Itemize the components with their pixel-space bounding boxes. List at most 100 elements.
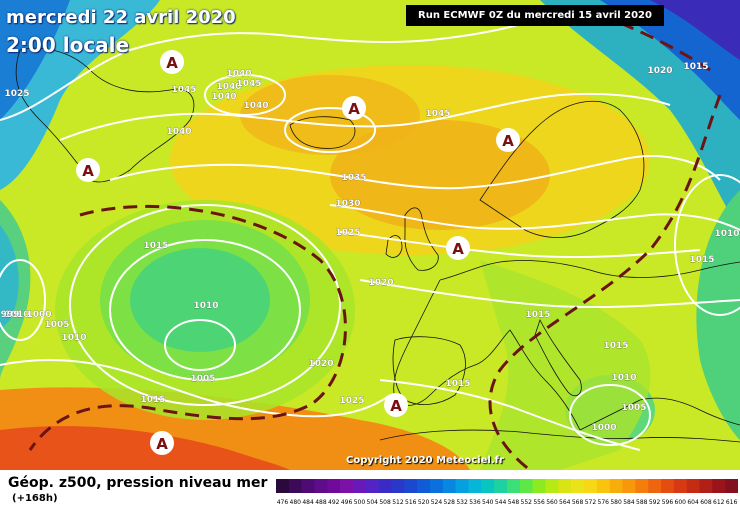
- northwest-cold-core: [0, 0, 70, 120]
- isobar-label: 1015: [683, 62, 708, 72]
- scale-tick-label: 580: [610, 499, 622, 506]
- scale-tick-label: 476: [277, 499, 289, 506]
- scale-tick-label: 536: [469, 499, 481, 506]
- iberia-coast: [392, 336, 466, 405]
- scale-tick-label: 576: [598, 499, 610, 506]
- scale-tick-label: 568: [572, 499, 584, 506]
- trough-lines: [28, 13, 722, 470]
- copyright-notice: Copyright 2020 Meteociel.fr: [346, 455, 504, 466]
- high-marker: [446, 236, 470, 260]
- scale-tick-label: 484: [302, 499, 314, 506]
- scale-tick-label: 480: [290, 499, 302, 506]
- isobar-label: 1010: [714, 229, 739, 239]
- trough-line: [599, 13, 711, 72]
- isobar-label: 1000: [26, 310, 51, 320]
- isobar: [329, 204, 740, 231]
- isobar-label: 1040: [226, 69, 251, 79]
- scale-swatch: [725, 479, 738, 493]
- scale-swatch: [686, 479, 700, 493]
- isobar-low: [69, 204, 341, 406]
- scale-swatch: [494, 479, 508, 493]
- africa-coast: [379, 429, 740, 443]
- isobar-label: 1005: [190, 374, 215, 384]
- trough-line: [28, 204, 347, 451]
- isobar-label: 1040: [216, 82, 241, 92]
- scale-tick-label: 508: [379, 499, 391, 506]
- isobar-label: 1015: [143, 241, 168, 251]
- scale-swatch: [340, 479, 354, 493]
- scale-tick-label: 564: [559, 499, 571, 506]
- scale-tick-label: 600: [675, 499, 687, 506]
- scale-tick-label: 504: [367, 499, 379, 506]
- scale-tick-label: 560: [546, 499, 558, 506]
- scale-tick-label: 604: [687, 499, 699, 506]
- isobar-label: 1015: [140, 395, 165, 405]
- isobar-label: 1005: [44, 320, 69, 330]
- scale-swatch: [635, 479, 649, 493]
- ridge-core-area: [330, 120, 550, 230]
- scale-swatch: [417, 479, 431, 493]
- isobar-label: 1000: [591, 423, 616, 433]
- scale-tick-label: 552: [521, 499, 533, 506]
- coastlines: [15, 47, 740, 443]
- isobars: [0, 9, 740, 451]
- iceland-coast: [289, 116, 356, 149]
- scale-swatch: [314, 479, 328, 493]
- isobar-label: 1025: [335, 228, 360, 238]
- isobar-label: 1030: [335, 199, 360, 209]
- scale-swatch: [455, 479, 469, 493]
- scale-tick-label: 572: [585, 499, 597, 506]
- trough-line: [488, 94, 722, 470]
- cutoff-low-core: [130, 248, 270, 352]
- isobar-high: [284, 107, 376, 153]
- high-label: A: [166, 54, 178, 72]
- scale-swatch: [365, 479, 379, 493]
- scale-tick-label: 520: [418, 499, 430, 506]
- scale-swatch: [288, 479, 302, 493]
- isobar: [59, 92, 671, 141]
- ridge-north-area: [240, 75, 420, 155]
- isobar-label: 1010: [193, 301, 218, 311]
- scale-tick-label: 540: [482, 499, 494, 506]
- scale-tick-label: 488: [315, 499, 327, 506]
- isobar-label: 1020: [368, 278, 393, 288]
- ireland-coast: [385, 235, 403, 258]
- scale-swatch: [327, 479, 341, 493]
- isobar: [109, 155, 721, 190]
- isobar-label: 1045: [236, 79, 261, 89]
- model-run-banner: Run ECMWF 0Z du mercredi 15 avril 2020: [406, 5, 664, 26]
- scale-swatch: [712, 479, 726, 493]
- scale-swatch: [661, 479, 675, 493]
- isobar-low: [0, 259, 46, 341]
- scale-swatch: [378, 479, 392, 493]
- scale-swatch: [584, 479, 598, 493]
- isobar-low: [674, 174, 740, 316]
- scale-swatch: [442, 479, 456, 493]
- scale-swatch: [571, 479, 585, 493]
- isobar: [0, 9, 561, 121]
- high-marker: [384, 393, 408, 417]
- west-trough-core: [0, 225, 19, 330]
- scale-tick-label: 616: [726, 499, 738, 506]
- isobar-label: 1010: [611, 373, 636, 383]
- isobar: [379, 379, 641, 451]
- scale-swatch: [391, 479, 405, 493]
- isobar: [0, 359, 391, 418]
- isobar-label: 1025: [4, 89, 29, 99]
- isobar-label: 1040: [211, 92, 236, 102]
- scale-tick-label: 532: [456, 499, 468, 506]
- high-label: A: [156, 435, 168, 453]
- high-markers: A A A A A A A: [76, 50, 520, 455]
- scale-tick-label: 584: [623, 499, 635, 506]
- high-marker: [76, 158, 100, 182]
- scale-tick-label: 528: [444, 499, 456, 506]
- high-marker: [150, 431, 174, 455]
- isobar-label: 1045: [425, 109, 450, 119]
- isobar-label: 999: [1, 310, 20, 320]
- high-label: A: [348, 100, 360, 118]
- high-label: A: [82, 162, 94, 180]
- scale-tick-label: 556: [533, 499, 545, 506]
- isobar-label: 1035: [341, 173, 366, 183]
- scale-swatch: [558, 479, 572, 493]
- forecast-date-title: mercredi 22 avril 2020: [6, 7, 236, 28]
